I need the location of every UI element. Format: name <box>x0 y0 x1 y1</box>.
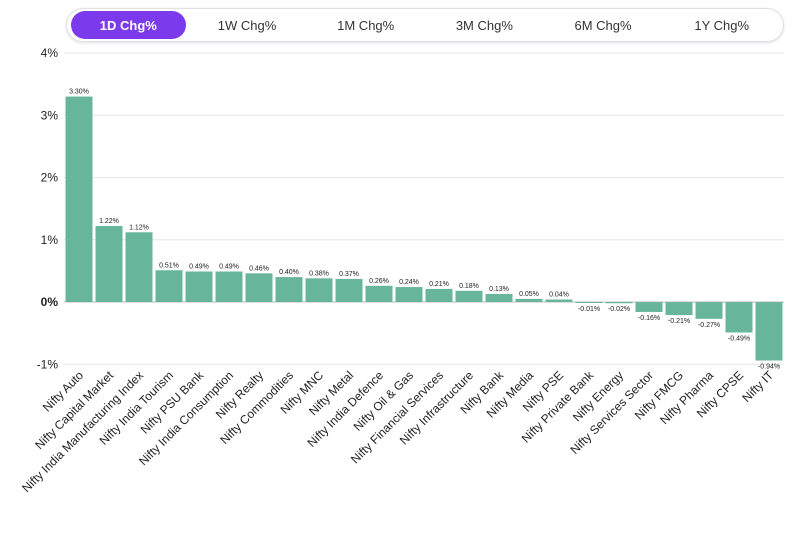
tab-1w-change[interactable]: 1W Chg% <box>217 17 277 33</box>
y-tick-label: 4% <box>41 46 59 60</box>
data-label: 3.30% <box>69 89 89 96</box>
bar[interactable] <box>245 273 273 302</box>
bar[interactable] <box>185 271 213 302</box>
y-tick-label: 1% <box>41 233 59 247</box>
period-tab-bar: 1D Chg% 1W Chg% 1M Chg% 3M Chg% 6M Chg% … <box>66 8 784 42</box>
bar[interactable] <box>695 302 723 319</box>
data-label: 0.49% <box>219 263 239 270</box>
bar[interactable] <box>635 302 663 312</box>
data-label: -0.27% <box>698 322 720 329</box>
data-label: 0.13% <box>489 286 509 293</box>
tab-1y-change[interactable]: 1Y Chg% <box>694 17 750 33</box>
bar[interactable] <box>395 287 423 302</box>
data-label: -0.01% <box>578 306 600 313</box>
bar[interactable] <box>155 270 183 302</box>
bar[interactable] <box>485 293 513 302</box>
bar[interactable] <box>425 288 453 302</box>
bar[interactable] <box>305 278 333 302</box>
data-label: -0.02% <box>608 306 630 313</box>
bar[interactable] <box>515 298 543 302</box>
bar[interactable] <box>215 271 243 302</box>
y-tick-label: 3% <box>41 108 59 122</box>
y-tick-label: 0% <box>41 295 59 309</box>
bar[interactable] <box>575 302 603 303</box>
tab-1d-change[interactable]: 1D Chg% <box>71 11 186 39</box>
y-tick-label: 2% <box>41 171 59 185</box>
bar[interactable] <box>365 285 393 302</box>
data-label: 0.38% <box>309 270 329 277</box>
data-label: 0.40% <box>279 269 299 276</box>
bar[interactable] <box>725 302 753 333</box>
data-label: 0.51% <box>159 262 179 269</box>
data-label: 0.04% <box>549 292 569 299</box>
bar[interactable] <box>95 226 123 302</box>
data-label: 0.37% <box>339 271 359 278</box>
data-label: 0.26% <box>369 278 389 285</box>
data-label: 0.21% <box>429 281 449 288</box>
data-label: -0.16% <box>638 315 660 322</box>
bar[interactable] <box>65 96 93 302</box>
data-label: -0.94% <box>758 364 780 371</box>
bar[interactable] <box>275 277 303 302</box>
data-label: 0.18% <box>459 283 479 290</box>
data-label: 1.22% <box>99 218 119 225</box>
data-label: 0.49% <box>189 263 209 270</box>
tab-1m-change[interactable]: 1M Chg% <box>337 17 395 33</box>
data-label: 0.46% <box>249 265 269 272</box>
data-label: 0.24% <box>399 279 419 286</box>
data-label: 1.12% <box>129 224 149 231</box>
bar[interactable] <box>125 232 153 302</box>
bar[interactable] <box>335 278 363 302</box>
bar[interactable] <box>755 302 783 361</box>
x-tick-label: Nifty India Manufacturing Index <box>19 368 146 495</box>
y-tick-label: -1% <box>37 357 59 371</box>
bar[interactable] <box>665 302 693 316</box>
bar[interactable] <box>455 290 483 302</box>
tab-6m-change[interactable]: 6M Chg% <box>574 17 632 33</box>
bar[interactable] <box>605 302 633 304</box>
x-tick-label: Nifty IT <box>739 368 776 405</box>
bar[interactable] <box>545 299 573 302</box>
tab-3m-change[interactable]: 3M Chg% <box>455 17 513 33</box>
data-label: 0.05% <box>519 291 539 298</box>
data-label: -0.21% <box>668 318 690 325</box>
data-label: -0.49% <box>728 336 750 343</box>
